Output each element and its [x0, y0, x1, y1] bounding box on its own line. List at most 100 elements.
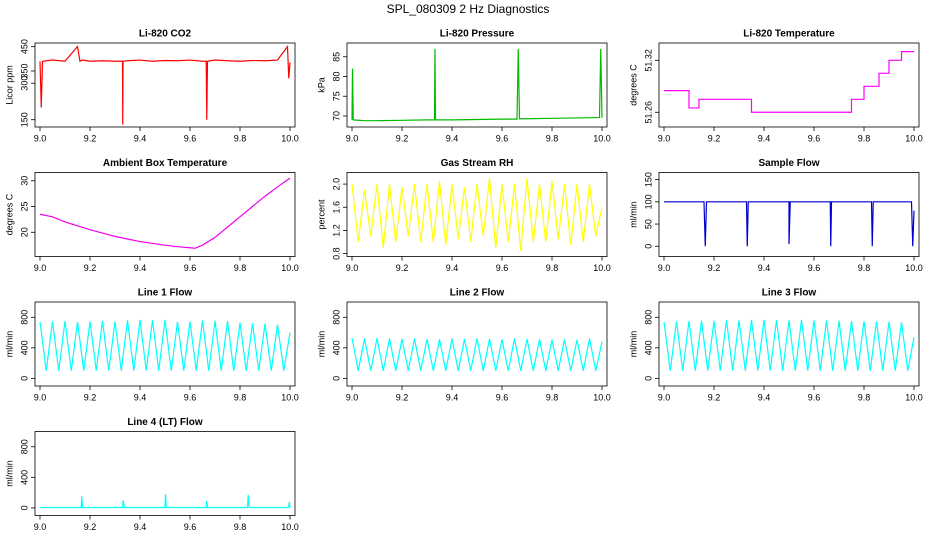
plot-frame: [34, 431, 296, 516]
x-tick-label: 9.4: [758, 392, 771, 402]
x-tick-label: 9.6: [184, 133, 197, 143]
y-axis-label: percent: [316, 199, 326, 230]
y-tick-label: 300: [19, 76, 29, 91]
series-line: [39, 319, 291, 371]
x-tick-label: 10.0: [905, 392, 923, 402]
panel-title: Line 2 Flow: [450, 288, 505, 299]
series-line: [39, 44, 291, 125]
plot-frame: [346, 42, 608, 128]
y-axis-label: ml/min: [4, 331, 14, 358]
x-tick-label: 9.2: [396, 263, 409, 273]
series-line: [664, 51, 914, 113]
y-axis-label: ml/min: [4, 460, 14, 487]
panel-title: Li-820 Pressure: [440, 29, 515, 40]
series-line: [351, 48, 603, 122]
y-tick-label: 0.8: [331, 247, 341, 260]
plot-frame: [34, 42, 296, 128]
panel: Line 4 (LT) Flow 9.0 9.2 9.4 9.6 9.8 10.0 0 400 8…: [4, 417, 298, 532]
y-tick-label: 0: [331, 376, 341, 381]
panel: Line 1 Flow 9.0 9.2 9.4 9.6 9.8 10.0 0 400 800 ml/…: [4, 288, 298, 403]
y-tick-label: 20: [19, 227, 29, 237]
x-tick-label: 10.0: [905, 133, 923, 143]
x-tick-label: 9.8: [546, 263, 559, 273]
panel-title: Sample Flow: [758, 158, 819, 169]
y-tick-label: 0: [19, 376, 29, 381]
y-tick-label: 1.6: [331, 201, 341, 214]
x-tick-label: 9.2: [84, 263, 97, 273]
x-tick-label: 9.0: [658, 133, 671, 143]
panel-title: Gas Stream RH: [441, 158, 514, 169]
x-tick-label: 9.4: [446, 263, 459, 273]
series-line: [351, 337, 603, 371]
y-axis-label: Licor ppm: [4, 65, 14, 105]
x-tick-label: 9.6: [184, 263, 197, 273]
x-tick-label: 9.4: [446, 392, 459, 402]
x-tick-label: 10.0: [281, 263, 299, 273]
y-tick-label: 70: [331, 111, 341, 121]
plot-frame: [658, 301, 920, 387]
x-tick-label: 10.0: [593, 133, 611, 143]
panel: Sample Flow 9.0 9.2 9.4 9.6 9.8 10.0 0 50 100 150 m…: [628, 158, 922, 273]
x-tick-label: 9.2: [396, 392, 409, 402]
x-tick-label: 10.0: [281, 133, 299, 143]
x-tick-label: 9.0: [34, 522, 47, 532]
panel: Line 3 Flow 9.0 9.2 9.4 9.6 9.8 10.0 0 400 800 ml/…: [628, 288, 922, 403]
panel: Li-820 Pressure 9.0 9.2 9.4 9.6 9.8 10.0 70 75 80…: [316, 29, 610, 144]
x-tick-label: 9.4: [758, 263, 771, 273]
y-tick-label: 0: [19, 505, 29, 510]
y-axis-label: degrees C: [628, 64, 638, 106]
y-tick-label: 30: [19, 176, 29, 186]
x-tick-label: 9.8: [546, 133, 559, 143]
panel: Li-820 Temperature 9.0 9.2 9.4 9.6 9.8 10.0 51.…: [628, 29, 922, 144]
y-tick-label: 25: [19, 202, 29, 212]
panel: Ambient Box Temperature 9.0 9.2 9.4 9.6 9.8 10…: [4, 158, 298, 273]
x-tick-label: 9.8: [234, 522, 247, 532]
y-tick-label: 400: [19, 470, 29, 485]
x-tick-label: 9.6: [808, 263, 821, 273]
x-tick-label: 9.6: [808, 392, 821, 402]
y-tick-label: 800: [19, 310, 29, 325]
x-tick-label: 9.8: [858, 392, 871, 402]
plot-frame: [346, 301, 608, 387]
x-tick-label: 9.6: [808, 133, 821, 143]
panel: Gas Stream RH 9.0 9.2 9.4 9.6 9.8 10.0 0.8 1.2 1.…: [316, 158, 610, 273]
x-tick-label: 9.8: [858, 263, 871, 273]
x-tick-label: 9.0: [34, 133, 47, 143]
series-line: [40, 494, 291, 509]
y-tick-label: 1.2: [331, 224, 341, 237]
x-tick-label: 9.0: [658, 392, 671, 402]
x-tick-label: 9.4: [134, 133, 147, 143]
y-tick-label: 450: [19, 39, 29, 54]
figure-title: SPL_080309 2 Hz Diagnostics: [387, 2, 550, 16]
y-tick-label: 0: [643, 244, 653, 249]
y-tick-label: 50: [643, 219, 653, 229]
y-tick-label: 800: [643, 310, 653, 325]
y-tick-label: 51.32: [643, 49, 653, 72]
x-tick-label: 9.4: [134, 392, 147, 402]
panel: Line 2 Flow 9.0 9.2 9.4 9.6 9.8 10.0 0 400 800 ml/…: [316, 288, 610, 403]
panel-title: Line 4 (LT) Flow: [127, 417, 203, 428]
series-line: [664, 201, 915, 247]
y-tick-label: 80: [331, 72, 341, 82]
x-tick-label: 9.2: [708, 263, 721, 273]
x-tick-label: 9.0: [658, 263, 671, 273]
x-tick-label: 9.2: [396, 133, 409, 143]
x-tick-label: 9.0: [34, 392, 47, 402]
x-tick-label: 9.6: [184, 392, 197, 402]
series-line: [351, 178, 603, 251]
y-tick-label: 85: [331, 52, 341, 62]
x-tick-label: 9.6: [496, 392, 509, 402]
x-tick-label: 9.8: [234, 133, 247, 143]
plot-frame: [658, 42, 920, 128]
series-line: [663, 319, 915, 371]
x-tick-label: 9.8: [858, 133, 871, 143]
y-tick-label: 100: [643, 194, 653, 209]
x-tick-label: 10.0: [593, 263, 611, 273]
x-tick-label: 10.0: [593, 392, 611, 402]
x-tick-label: 9.2: [708, 133, 721, 143]
y-tick-label: 350: [19, 63, 29, 78]
x-tick-label: 9.6: [184, 522, 197, 532]
panel-title: Li-820 CO2: [139, 29, 192, 40]
